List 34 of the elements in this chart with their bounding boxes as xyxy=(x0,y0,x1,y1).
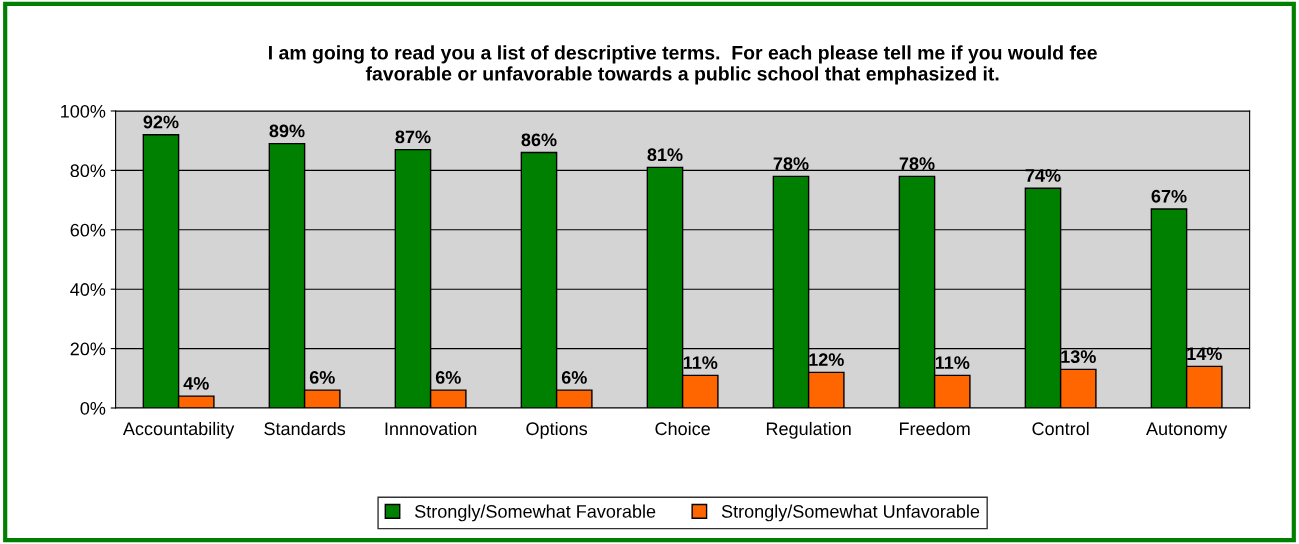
y-tick-label: 40% xyxy=(70,283,106,296)
x-tick-label: Standards xyxy=(264,421,346,436)
data-label: 87% xyxy=(395,130,431,144)
x-tick-label: Options xyxy=(526,421,588,439)
y-tick-label: 20% xyxy=(70,342,106,356)
y-tick-label: 80% xyxy=(70,164,106,178)
data-label: 92% xyxy=(143,115,179,129)
data-label: 6% xyxy=(561,371,587,384)
data-label: 86% xyxy=(521,133,557,147)
chart-title: I am going to read you a list of descriptive terms. For each please tell me if you would fee favorable or unfavorable towards a public school that emphasized it. xyxy=(269,45,1097,85)
data-label: 81% xyxy=(647,148,683,162)
data-label: 67% xyxy=(1151,189,1187,203)
x-tick-label: Choice xyxy=(655,421,710,436)
data-label: 89% xyxy=(269,124,305,138)
data-label: 6% xyxy=(309,371,335,384)
data-label: 12% xyxy=(809,353,844,366)
y-tick-label: 0% xyxy=(80,401,106,415)
x-tick-label: Innnovation xyxy=(385,421,477,436)
legend-label: Strongly/Somewhat Unfavorable xyxy=(721,504,980,522)
data-label: 6% xyxy=(435,371,461,384)
y-tick-label: 60% xyxy=(70,223,106,237)
x-tick-label: Freedom xyxy=(899,421,970,436)
x-tick-label: Control xyxy=(1032,421,1089,436)
y-tick-label: 100% xyxy=(61,104,106,118)
data-label: 78% xyxy=(899,157,935,170)
data-label: 11% xyxy=(683,356,718,369)
data-label: 4% xyxy=(183,377,209,390)
x-tick-label: Regulation xyxy=(766,421,851,439)
data-label: 11% xyxy=(935,356,970,369)
data-label: 78% xyxy=(773,157,809,170)
x-tick-label: Autonomy xyxy=(1146,422,1228,439)
x-tick-label: Accountability xyxy=(122,421,235,439)
legend-label: Strongly/Somewhat Favorable xyxy=(415,504,656,522)
data-label: 13% xyxy=(1061,350,1096,364)
